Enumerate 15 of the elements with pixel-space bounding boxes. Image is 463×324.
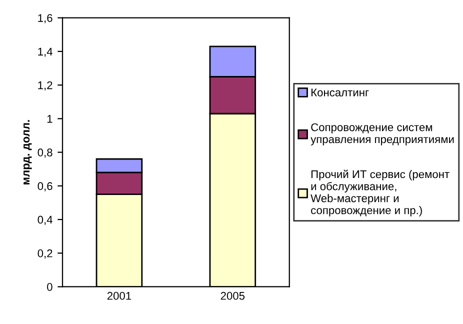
y-axis-title: млрд. долл. <box>23 120 32 184</box>
y-tick-label: 1,6 <box>38 14 52 24</box>
y-tick-label: 1 <box>47 115 52 123</box>
x-tick-label: 2005 <box>220 292 245 300</box>
y-tick-label: 0 <box>47 283 52 291</box>
y-tick-label: 0,4 <box>38 216 52 225</box>
y-tick-label: 0,8 <box>38 148 52 158</box>
y-tick-label: 0,2 <box>38 249 52 259</box>
x-tick-label: 2001 <box>107 292 132 300</box>
y-tick-label: 1,4 <box>38 48 52 57</box>
y-tick-label: 1,2 <box>38 81 52 90</box>
legend-label: Консалтинг <box>311 88 369 96</box>
legend-label: Сопровождение систем управления предприятиями <box>310 123 454 146</box>
y-tick-label: 0,6 <box>38 182 52 192</box>
legend-label: Прочий ИТ сервис (ремонт и обслуживание, Web-мастеринг и сопровождение и пр.) <box>310 170 450 216</box>
